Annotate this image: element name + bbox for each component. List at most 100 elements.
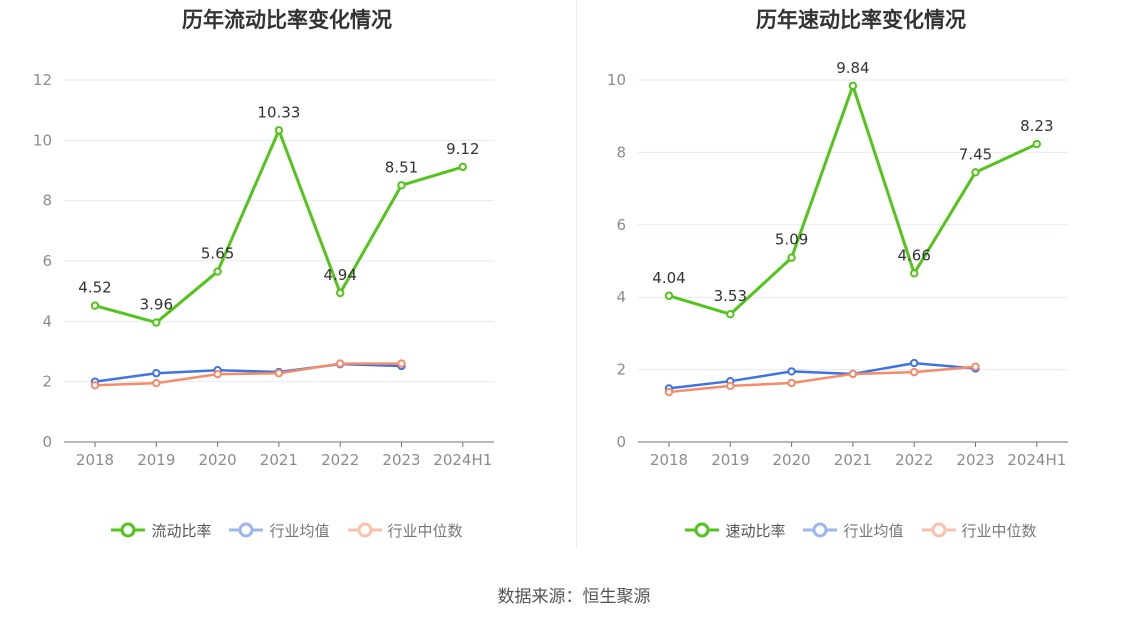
data-point [787, 253, 796, 262]
data-label: 5.09 [775, 231, 808, 249]
data-label: 4.52 [78, 279, 111, 297]
chart-panel-quick-ratio: 历年速动比率变化情况 0 2 4 6 8 10 2018 2019 2020 2021 2022 20… [574, 0, 1148, 560]
legend-label: 行业中位数 [961, 521, 1037, 540]
y-tick-label: 2 [42, 373, 52, 391]
data-point [910, 269, 919, 278]
series-line-primary [668, 84, 1038, 316]
data-point [152, 318, 161, 327]
x-tick-label: 2018 [650, 451, 688, 469]
y-tick-label: 12 [33, 71, 52, 89]
legend-label: 流动比率 [151, 521, 212, 540]
y-tick-label: 8 [616, 143, 626, 161]
x-tick-label: 2019 [711, 451, 749, 469]
data-point [726, 310, 735, 319]
x-tick-label: 2021 [834, 451, 872, 469]
data-label: 9.84 [836, 59, 869, 77]
y-tick-label: 10 [607, 71, 626, 89]
data-point [152, 369, 161, 378]
x-tick-label: 2019 [137, 451, 175, 469]
chart-plot-area: 0 2 4 6 8 10 12 2018 2019 2020 2021 2022 2023 2024H1 4… [33, 71, 494, 469]
data-point [213, 267, 222, 276]
data-point [971, 168, 980, 177]
data-label: 9.12 [446, 140, 479, 158]
data-point [910, 358, 919, 368]
data-label: 3.53 [714, 287, 747, 305]
legend-item-industry-median[interactable]: 行业中位数 [347, 520, 463, 541]
x-tick-label: 2022 [321, 451, 359, 469]
data-point [213, 369, 222, 379]
data-label: 7.45 [959, 145, 992, 163]
legend-item-industry-avg[interactable]: 行业均值 [229, 520, 330, 541]
legend-marker-icon [803, 522, 838, 538]
x-tick-label: 2024H1 [1007, 451, 1066, 469]
data-point [397, 359, 406, 368]
legend-item-primary[interactable]: 速动比率 [685, 520, 785, 541]
data-label: 3.96 [140, 296, 173, 314]
data-point [848, 81, 858, 90]
data-label: 10.33 [257, 103, 300, 121]
chart-panel-current-ratio: 历年流动比率变化情况 0 2 4 6 8 10 12 2018 2019 2020 2021 2022… [0, 0, 574, 560]
data-label: 8.23 [1020, 117, 1053, 135]
x-tick-label: 2020 [773, 451, 811, 469]
legend-marker-icon [347, 522, 382, 538]
data-point [910, 367, 919, 377]
data-point [848, 369, 858, 379]
x-tick-label: 2023 [382, 451, 420, 469]
x-tick-label: 2023 [956, 451, 994, 469]
data-point [274, 369, 284, 378]
data-point [787, 367, 796, 376]
chart-legend: 流动比率 行业均值 行业中位数 [0, 518, 574, 542]
y-tick-label: 2 [616, 361, 626, 379]
chart-title: 历年速动比率变化情况 [756, 8, 966, 32]
data-point [90, 301, 100, 310]
series-line-industry-median [94, 362, 402, 387]
data-label: 4.94 [323, 266, 356, 284]
legend-label: 行业均值 [269, 521, 330, 540]
data-point [787, 378, 796, 388]
chart-plot-area: 0 2 4 6 8 10 2018 2019 2020 2021 2022 2023 2024H1 4.0… [607, 59, 1068, 469]
legend-label: 行业中位数 [387, 521, 463, 540]
legend-label: 行业均值 [843, 521, 904, 540]
data-point [726, 381, 735, 391]
data-point [971, 362, 980, 371]
series-line-industry-avg [668, 361, 976, 390]
y-tick-label: 8 [42, 192, 52, 210]
panel-divider [576, 0, 577, 548]
chart-title: 历年流动比率变化情况 [182, 8, 392, 32]
data-point [274, 126, 284, 135]
legend-item-primary[interactable]: 流动比率 [111, 520, 211, 541]
x-tick-label: 2021 [260, 451, 298, 469]
legend-marker-icon [229, 522, 264, 538]
data-point [90, 381, 100, 390]
legend-item-industry-median[interactable]: 行业中位数 [921, 520, 1037, 541]
data-point [336, 288, 345, 298]
y-tick-label: 0 [42, 433, 52, 451]
legend-item-industry-avg[interactable]: 行业均值 [803, 520, 904, 541]
x-tick-label: 2018 [76, 451, 114, 469]
legend-marker-icon [111, 522, 146, 538]
data-point [664, 387, 674, 397]
y-tick-label: 6 [42, 252, 52, 270]
y-tick-label: 6 [616, 216, 626, 234]
y-tick-label: 0 [616, 433, 626, 451]
data-point [1032, 139, 1041, 149]
data-point [397, 181, 406, 190]
data-point [458, 162, 467, 172]
data-point [664, 291, 674, 300]
data-source-note: 数据来源：恒生聚源 [497, 587, 651, 607]
y-tick-label: 10 [33, 131, 52, 149]
data-point [336, 359, 345, 368]
data-label: 5.65 [201, 245, 234, 263]
x-tick-label: 2022 [895, 451, 933, 469]
legend-label: 速动比率 [725, 521, 786, 540]
data-label: 4.04 [652, 269, 685, 287]
x-tick-label: 2024H1 [433, 451, 492, 469]
y-tick-label: 4 [42, 312, 52, 330]
legend-marker-icon [921, 522, 956, 538]
chart-legend: 速动比率 行业均值 行业中位数 [574, 518, 1148, 542]
y-tick-label: 4 [616, 288, 626, 306]
data-label: 8.51 [385, 158, 418, 176]
data-label: 4.66 [897, 246, 930, 264]
legend-marker-icon [685, 522, 720, 538]
x-tick-label: 2020 [199, 451, 237, 469]
